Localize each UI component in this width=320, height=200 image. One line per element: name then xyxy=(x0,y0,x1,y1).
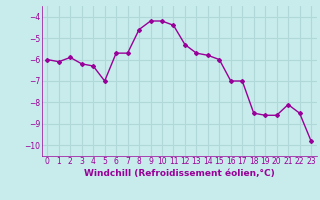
X-axis label: Windchill (Refroidissement éolien,°C): Windchill (Refroidissement éolien,°C) xyxy=(84,169,275,178)
